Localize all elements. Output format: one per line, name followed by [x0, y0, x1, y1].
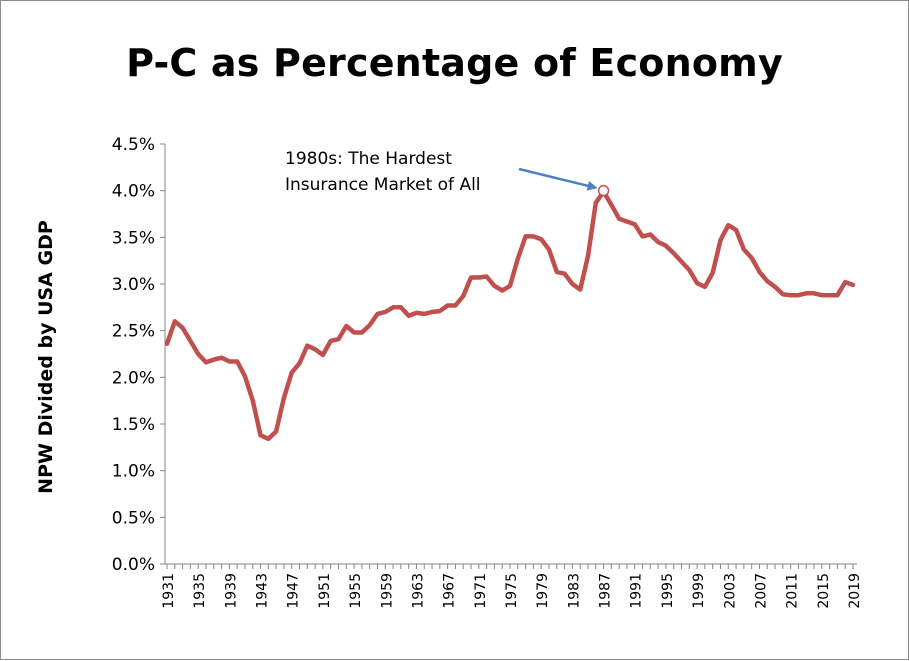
x-tick-label: 2003: [722, 573, 738, 609]
y-tick-label: 1.5%: [112, 415, 155, 435]
x-tick-label: 1999: [691, 573, 707, 609]
x-tick-label: 1931: [161, 573, 177, 609]
series-layer: [164, 189, 856, 442]
x-tick-label: 1963: [410, 573, 426, 609]
x-tick-label: 1947: [286, 573, 302, 609]
x-tick-label: 2011: [785, 573, 801, 609]
x-tick-label: 1935: [192, 573, 208, 609]
y-tick-label: 0.0%: [112, 555, 155, 575]
chart-title: P-C as Percentage of Economy: [126, 41, 783, 85]
y-tick-label: 4.0%: [112, 182, 155, 202]
y-tick-label: 4.5%: [112, 135, 155, 155]
y-tick-label: 3.5%: [112, 228, 155, 248]
y-tick-label: 0.5%: [112, 508, 155, 528]
x-tick-label: 1971: [473, 573, 489, 609]
annotation-marker: [597, 184, 610, 197]
x-tick-label: 1975: [504, 573, 520, 609]
series-line: [164, 189, 856, 442]
x-tick-label: 1995: [660, 573, 676, 609]
x-tick-label: 1959: [379, 573, 395, 609]
x-tick-label: 1979: [535, 573, 551, 609]
x-tick-label: 1991: [629, 573, 645, 609]
x-axis: 1931 1935 1939 1943 1947 1951 1955 1959 1963 1967…: [161, 563, 863, 609]
x-tick-label: 2015: [816, 573, 832, 609]
x-tick-label: 1987: [598, 573, 614, 609]
y-tick-label: 1.0%: [112, 462, 155, 482]
annotation-layer: [518, 167, 610, 197]
x-tick-label: 1939: [223, 573, 239, 609]
x-tick-label: 2007: [753, 573, 769, 609]
x-tick-label: 1955: [348, 573, 364, 609]
y-tick-label: 2.5%: [112, 322, 155, 342]
y-tick-label: 3.0%: [112, 275, 155, 295]
x-tick-label: 1951: [317, 573, 333, 609]
annotation-arrow: [518, 167, 598, 191]
y-axis: 0.0% 0.5% 1.0% 1.5% 2.0% 2.5% 3.0% 3.5% 4.0% 4.5%: [112, 135, 166, 575]
x-tick-label: 1967: [442, 573, 458, 609]
y-tick-label: 2.0%: [112, 368, 155, 388]
x-tick-label: 1943: [255, 573, 271, 609]
annotation-text: 1980s: The Hardest Insurance Market of A…: [285, 149, 481, 195]
x-tick-label: 1983: [566, 573, 582, 609]
x-tick-label: 2019: [847, 573, 863, 609]
